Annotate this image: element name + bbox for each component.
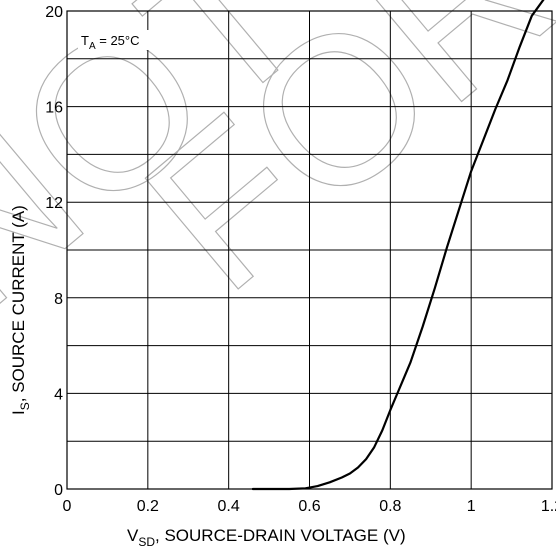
x-tick-label: 1.2 [541, 498, 556, 515]
y-tick-label: 8 [54, 291, 63, 308]
x-tick-labels: 0 0.2 0.4 0.6 0.8 1 1.2 [63, 498, 556, 515]
x-tick-label: 0.8 [379, 498, 401, 515]
y-tick-label: 4 [54, 386, 63, 403]
x-tick-label: 0.6 [298, 498, 320, 515]
plot-frame [66, 10, 553, 490]
y-tick-labels: 0 4 8 12 16 20 [45, 4, 63, 499]
curve-layer [251, 0, 545, 491]
x-axis-label: VSD, SOURCE-DRAIN VOLTAGE (V) [127, 526, 406, 546]
temperature-annotation: TA = 25°C [78, 30, 176, 52]
y-tick-label: 20 [45, 4, 63, 21]
y-tick-label: 12 [45, 195, 63, 212]
x-tick-label: 1 [467, 498, 476, 515]
x-tick-label: 0.4 [218, 498, 240, 515]
y-tick-label: 0 [54, 482, 63, 499]
annotation-text: TA = 25°C [81, 33, 140, 52]
y-tick-label: 16 [45, 100, 63, 117]
x-tick-label: 0 [63, 498, 72, 515]
source-current-curve [251, 0, 545, 491]
x-tick-label: 0.2 [137, 498, 159, 515]
y-axis-label: IS, SOURCE CURRENT (A) [9, 205, 32, 415]
annotation-background [78, 30, 176, 50]
watermark: NOT FOR N [0, 0, 556, 355]
